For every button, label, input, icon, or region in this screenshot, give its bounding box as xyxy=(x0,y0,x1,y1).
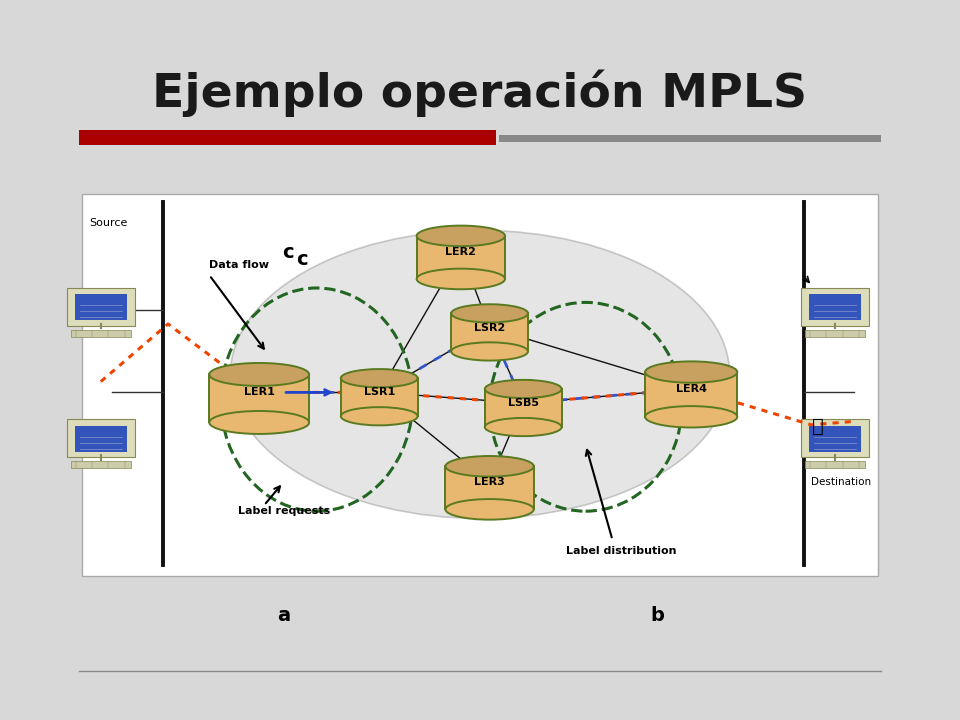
Ellipse shape xyxy=(445,499,534,520)
FancyBboxPatch shape xyxy=(801,420,870,457)
Text: LSR1: LSR1 xyxy=(364,387,395,397)
Text: LER1: LER1 xyxy=(244,387,275,397)
FancyBboxPatch shape xyxy=(451,313,528,351)
Text: LER2: LER2 xyxy=(445,247,476,257)
Text: b: b xyxy=(651,606,664,625)
FancyBboxPatch shape xyxy=(71,462,131,469)
Ellipse shape xyxy=(451,305,528,323)
FancyBboxPatch shape xyxy=(66,420,134,457)
FancyBboxPatch shape xyxy=(75,426,127,452)
FancyBboxPatch shape xyxy=(805,462,865,469)
FancyBboxPatch shape xyxy=(82,194,878,576)
Text: LSR2: LSR2 xyxy=(474,323,505,333)
FancyBboxPatch shape xyxy=(809,294,861,320)
Ellipse shape xyxy=(209,363,309,386)
Text: a: a xyxy=(276,606,290,625)
FancyBboxPatch shape xyxy=(75,294,127,320)
Ellipse shape xyxy=(451,342,528,361)
Ellipse shape xyxy=(417,225,505,246)
Ellipse shape xyxy=(485,418,562,436)
Ellipse shape xyxy=(445,456,534,477)
Text: LSB5: LSB5 xyxy=(508,398,539,408)
Ellipse shape xyxy=(645,406,737,428)
FancyBboxPatch shape xyxy=(341,378,418,416)
Text: Ejemplo operación MPLS: Ejemplo operación MPLS xyxy=(153,70,807,117)
FancyBboxPatch shape xyxy=(645,372,737,417)
Ellipse shape xyxy=(417,269,505,289)
Ellipse shape xyxy=(485,380,562,398)
Text: Destination: Destination xyxy=(811,477,872,487)
Text: Label distribution: Label distribution xyxy=(566,546,677,556)
Text: c: c xyxy=(282,243,294,261)
FancyBboxPatch shape xyxy=(209,374,309,423)
Ellipse shape xyxy=(645,361,737,383)
Text: Data flow: Data flow xyxy=(209,260,269,270)
FancyBboxPatch shape xyxy=(66,288,134,325)
Text: LER3: LER3 xyxy=(474,477,505,487)
Ellipse shape xyxy=(341,407,418,426)
FancyBboxPatch shape xyxy=(417,236,505,279)
FancyBboxPatch shape xyxy=(809,426,861,452)
FancyBboxPatch shape xyxy=(499,135,881,142)
Ellipse shape xyxy=(230,230,730,518)
Ellipse shape xyxy=(209,411,309,434)
Text: c: c xyxy=(297,250,308,269)
FancyBboxPatch shape xyxy=(801,288,870,325)
FancyBboxPatch shape xyxy=(805,330,865,337)
Text: Source: Source xyxy=(89,218,128,228)
Text: LER4: LER4 xyxy=(676,384,707,394)
Text: Label requests: Label requests xyxy=(238,506,330,516)
FancyBboxPatch shape xyxy=(445,467,534,509)
Text: 🔥: 🔥 xyxy=(812,417,824,436)
FancyBboxPatch shape xyxy=(79,130,496,145)
FancyBboxPatch shape xyxy=(485,389,562,427)
Ellipse shape xyxy=(341,369,418,387)
FancyBboxPatch shape xyxy=(71,330,131,337)
